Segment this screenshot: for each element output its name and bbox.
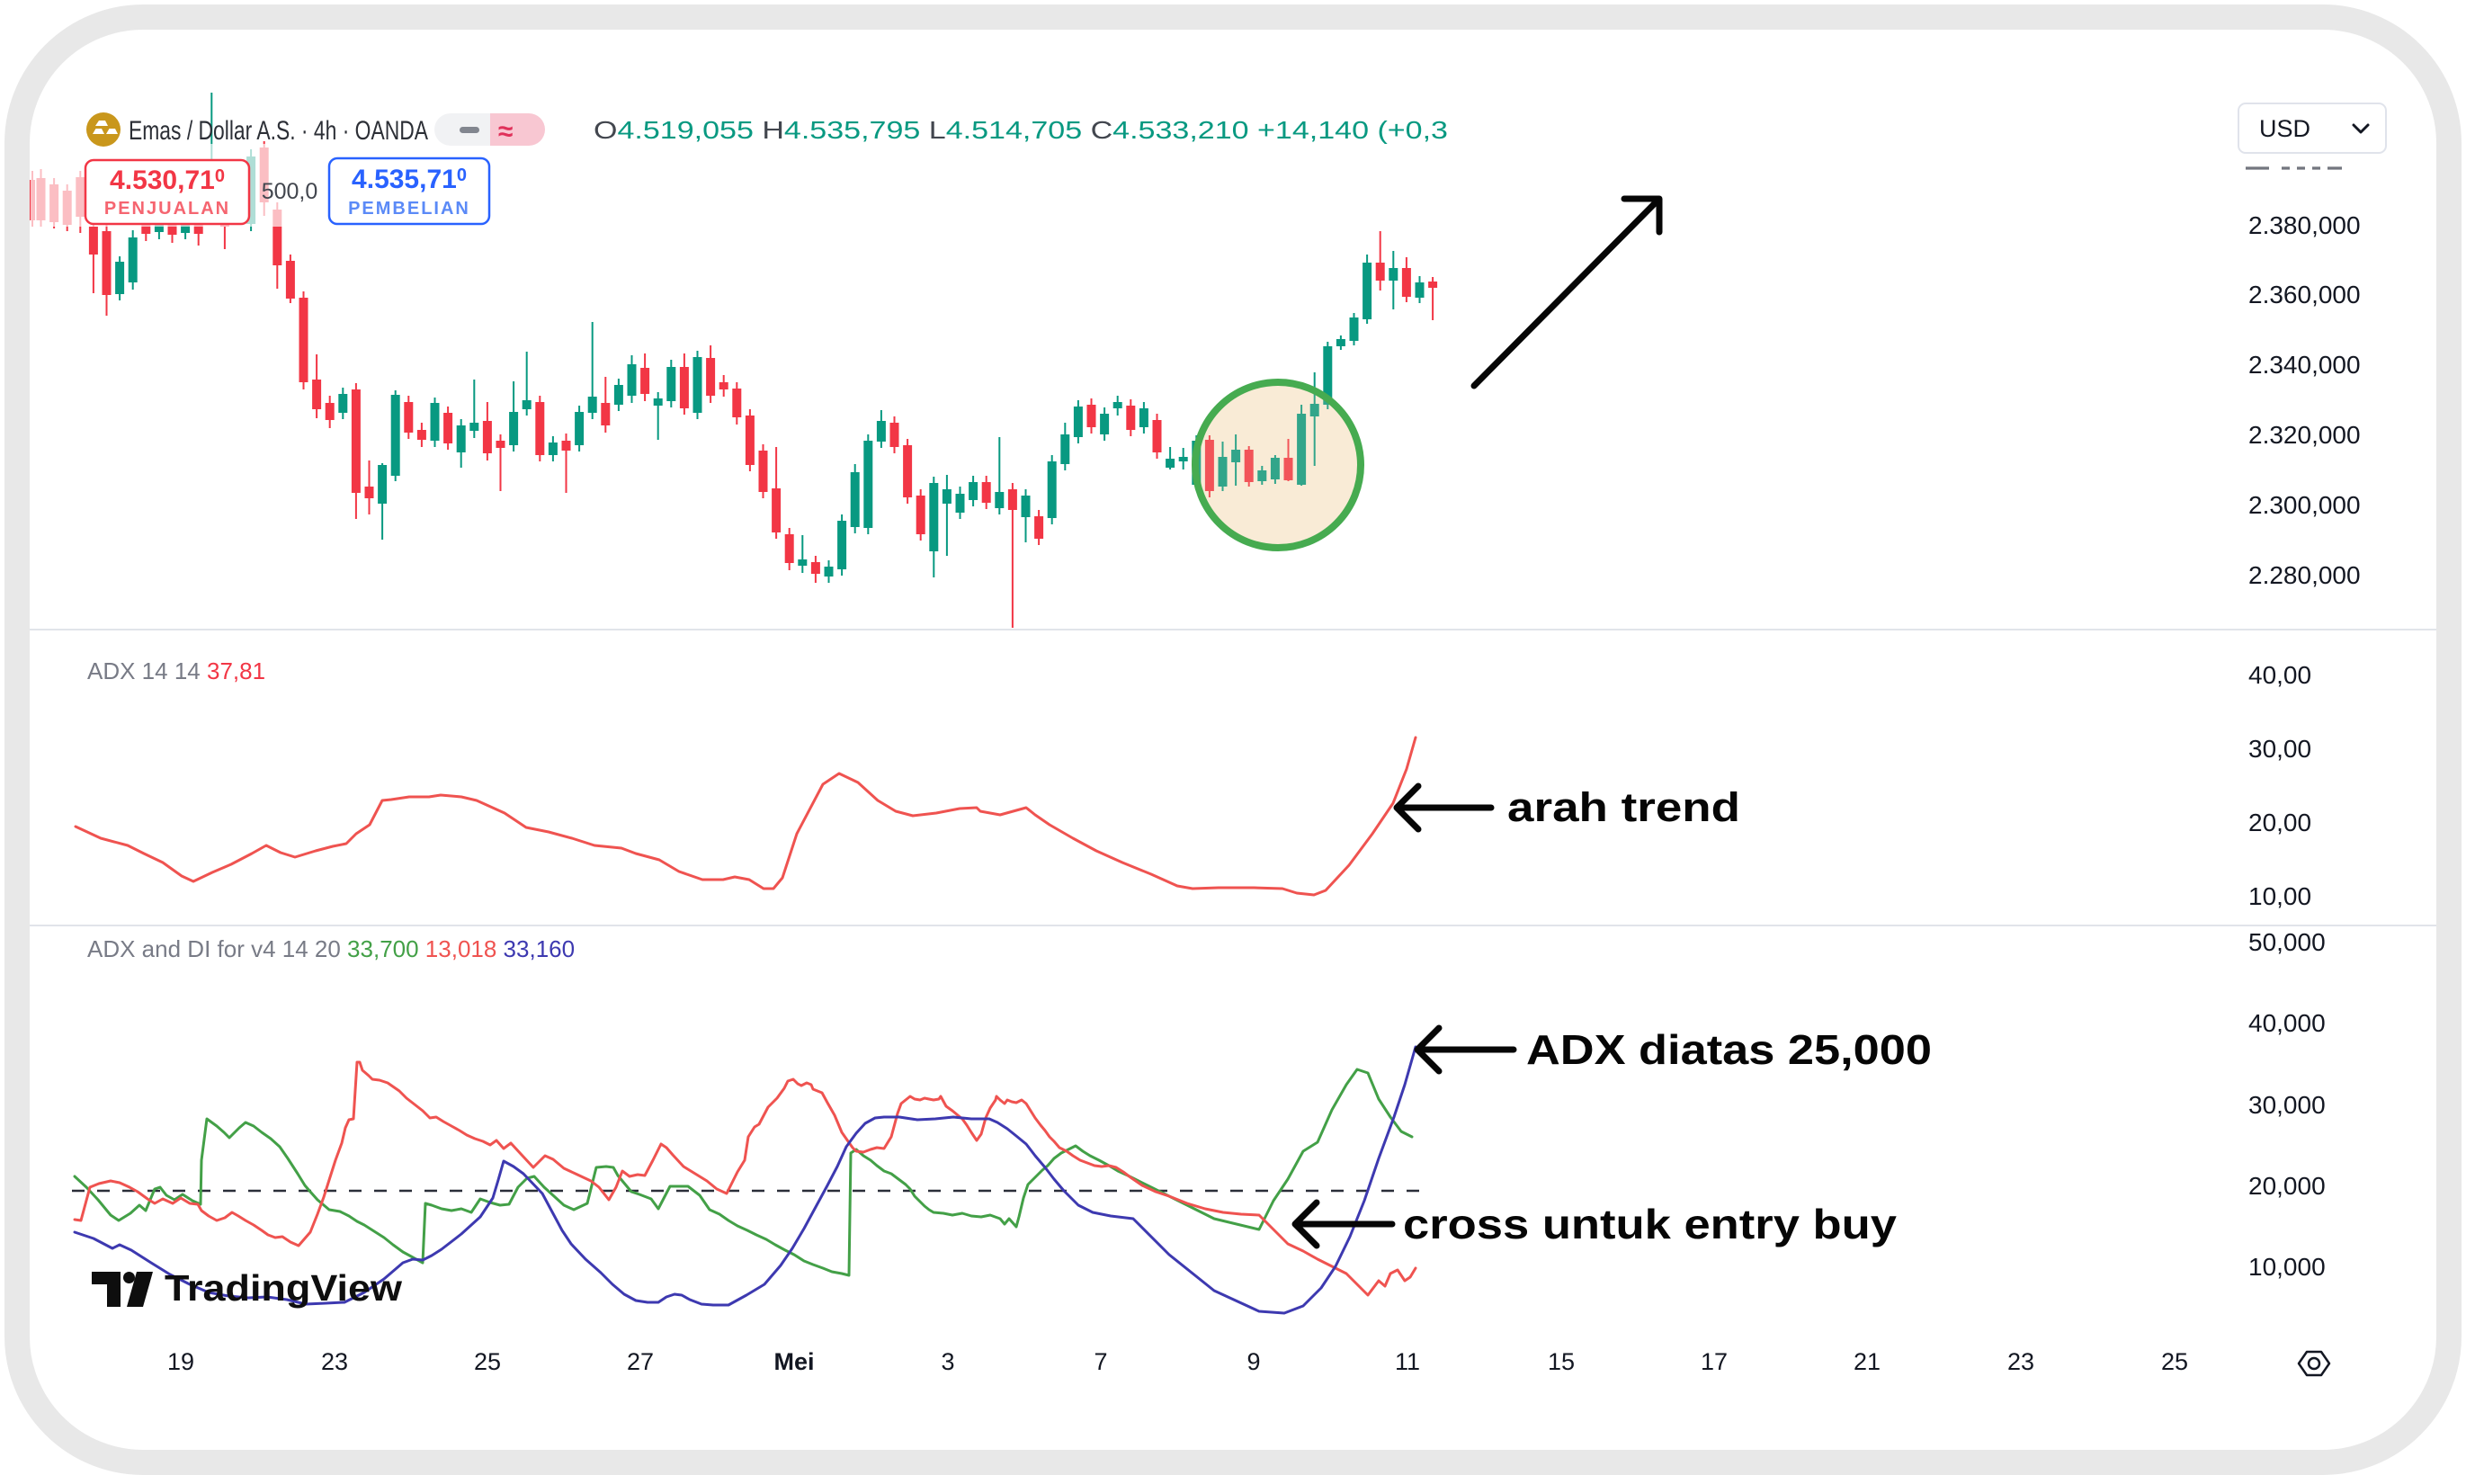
svg-text:21: 21: [1854, 1348, 1881, 1375]
svg-text:4.535,710: 4.535,710: [352, 165, 467, 194]
svg-text:2.320,000: 2.320,000: [2248, 421, 2361, 449]
svg-text:ADX diatas 25,000: ADX diatas 25,000: [1526, 1026, 1932, 1073]
svg-text:20,00: 20,00: [2248, 809, 2311, 836]
svg-text:23: 23: [2007, 1348, 2034, 1375]
svg-text:O4.519,055 H4.535,795 L4.514,7: O 4.519,055 H 4.535,795 L 4.514,705 C 4.533,…: [594, 116, 1448, 144]
svg-text:10,00: 10,00: [2248, 882, 2311, 910]
svg-text:PENJUALAN: PENJUALAN: [104, 199, 230, 219]
svg-text:arah trend: arah trend: [1507, 784, 1740, 830]
svg-text:Mei: Mei: [773, 1348, 814, 1375]
svg-text:9: 9: [1246, 1348, 1260, 1375]
svg-text:USD: USD: [2259, 115, 2310, 142]
svg-text:25: 25: [2161, 1348, 2188, 1375]
svg-text:4.530,710: 4.530,710: [110, 165, 225, 195]
svg-text:30,000: 30,000: [2248, 1091, 2326, 1119]
svg-text:2.360,000: 2.360,000: [2248, 281, 2361, 308]
svg-text:10,000: 10,000: [2248, 1253, 2326, 1281]
svg-text:20,000: 20,000: [2248, 1172, 2326, 1200]
svg-text:17: 17: [1701, 1348, 1728, 1375]
svg-text:2.380,000: 2.380,000: [2248, 211, 2361, 239]
svg-text:2.300,000: 2.300,000: [2248, 491, 2361, 519]
svg-text:TradingView: TradingView: [165, 1267, 402, 1309]
svg-text:19: 19: [167, 1348, 194, 1375]
svg-text:cross untuk entry buy: cross untuk entry buy: [1403, 1201, 1897, 1247]
svg-text:PEMBELIAN: PEMBELIAN: [348, 199, 470, 219]
svg-text:ADX 14 14 37,81: ADX 14 14 37,81: [87, 657, 265, 684]
svg-text:ADX and DI for v4 14 20 33,70: ADX and DI for v4 14 20 33,700 13,018 33…: [87, 935, 575, 962]
svg-text:2.280,000: 2.280,000: [2248, 561, 2361, 589]
svg-text:Emas / Dollar A.S. · 4h · OAND: Emas / Dollar A.S. · 4h · OANDA: [129, 116, 428, 146]
svg-text:40,00: 40,00: [2248, 661, 2311, 689]
svg-text:3: 3: [941, 1348, 954, 1375]
svg-text:2.340,000: 2.340,000: [2248, 351, 2361, 379]
svg-text:27: 27: [627, 1348, 654, 1375]
svg-text:23: 23: [321, 1348, 348, 1375]
svg-text:11: 11: [1395, 1348, 1420, 1375]
svg-text:7: 7: [1094, 1348, 1107, 1375]
svg-text:25: 25: [474, 1348, 501, 1375]
svg-text:500,0: 500,0: [262, 179, 318, 204]
svg-text:15: 15: [1548, 1348, 1575, 1375]
svg-text:≈: ≈: [498, 117, 513, 147]
svg-text:50,000: 50,000: [2248, 928, 2326, 956]
svg-text:40,000: 40,000: [2248, 1009, 2326, 1037]
svg-text:30,00: 30,00: [2248, 735, 2311, 763]
